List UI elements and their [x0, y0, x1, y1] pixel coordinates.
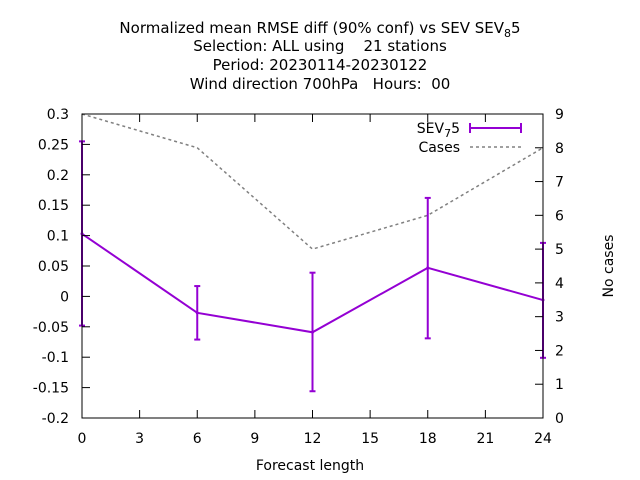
y2-axis-label: No cases — [601, 235, 617, 298]
y2-tick-label: 3 — [555, 310, 564, 326]
y2-tick-label: 9 — [555, 107, 564, 123]
y2-tick-label: 1 — [555, 377, 564, 393]
y-tick-label: -0.15 — [33, 381, 69, 397]
chart-title: Normalized mean RMSE diff (90% conf) vs … — [119, 19, 520, 93]
x-axis-label: Forecast length — [256, 458, 364, 474]
title-line-1: Normalized mean RMSE diff (90% conf) vs … — [119, 19, 520, 40]
x-tick-label: 6 — [193, 431, 202, 447]
y2-tick-label: 6 — [555, 208, 564, 224]
x-tick-label: 3 — [135, 431, 144, 447]
y2-tick-label: 0 — [555, 411, 564, 427]
sev-point — [426, 266, 430, 270]
y-tick-label: 0.1 — [47, 229, 69, 245]
y2-tick-label: 4 — [555, 276, 564, 292]
sev-point — [195, 311, 199, 315]
y-tick-label: 0 — [60, 289, 69, 305]
cases-line — [81, 113, 544, 250]
x-tick-label: 12 — [304, 431, 322, 447]
x-tick-label: 24 — [534, 431, 552, 447]
x-tick-label: 15 — [361, 431, 379, 447]
axes: 0 3 6 9 12 15 18 21 240.30.250.20.150.10.050-0.0… — [33, 107, 617, 474]
y2-tick-label: 8 — [555, 141, 564, 157]
title-line-4: Wind direction 700hPa Hours: 00 — [190, 75, 451, 93]
x-tick-label: 0 — [78, 431, 87, 447]
title-line-2: Selection: ALL using 21 stations — [193, 37, 447, 55]
plot-area — [79, 113, 546, 393]
legend-label-cases: Cases — [418, 140, 460, 156]
y-tick-label: 0.3 — [47, 107, 69, 123]
y-tick-label: -0.2 — [42, 411, 69, 427]
y-tick-label: -0.05 — [33, 320, 69, 336]
sev-point — [311, 330, 314, 334]
y-tick-label: 0.25 — [38, 137, 69, 153]
y2-tick-label: 7 — [555, 175, 564, 191]
title-line-3: Period: 20230114-20230122 — [213, 56, 428, 74]
y2-tick-label: 5 — [555, 242, 564, 258]
y2-tick-label: 2 — [555, 343, 564, 359]
y-tick-label: 0.05 — [38, 259, 69, 275]
y-tick-label: 0.2 — [47, 168, 69, 184]
x-tick-label: 21 — [476, 431, 494, 447]
x-tick-label: 9 — [250, 431, 259, 447]
legend-label-sev: SEV75 — [417, 121, 460, 140]
y-tick-label: 0.15 — [38, 198, 69, 214]
y-tick-label: -0.1 — [42, 350, 69, 366]
x-tick-label: 18 — [419, 431, 437, 447]
